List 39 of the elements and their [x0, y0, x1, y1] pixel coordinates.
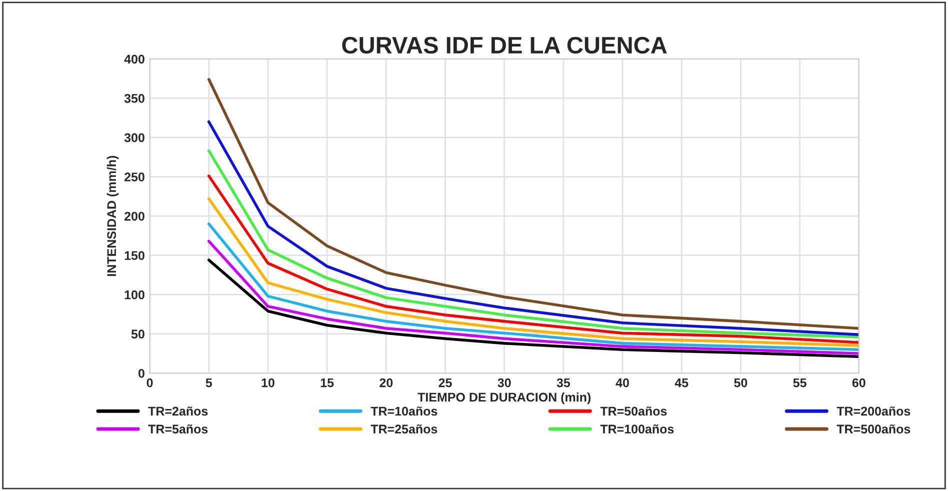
line-series — [207, 174, 859, 344]
y-tick-label: 100 — [124, 290, 144, 300]
legend-label: TR=10años — [370, 406, 438, 416]
y-tick-label: 350 — [124, 94, 144, 103]
x-tick-label: 55 — [793, 378, 806, 388]
legend-label: TR=50años — [600, 406, 667, 416]
y-tick-label: 0 — [138, 368, 144, 378]
x-tick-label: 50 — [734, 378, 748, 388]
y-tick-label: 150 — [124, 251, 144, 260]
y-tick-label: 200 — [124, 212, 144, 221]
x-tick-label: 35 — [556, 378, 570, 388]
x-axis-title: TIEMPO DE DURACION (min) — [418, 392, 591, 404]
line-series — [207, 258, 859, 358]
line-series — [207, 78, 859, 330]
x-tick-label: 20 — [380, 378, 393, 388]
x-tick-label: 45 — [674, 378, 688, 388]
x-tick-label: 60 — [852, 378, 866, 388]
y-axis-title: INTENSIDAD (mm/h) — [106, 156, 119, 276]
legend-label: TR=100años — [600, 424, 674, 434]
legend-label: TR=2años — [148, 406, 208, 416]
legend-label: TR=5años — [148, 424, 208, 434]
line-series — [207, 197, 859, 348]
legend-label: TR=200años — [836, 406, 910, 416]
x-tick-label: 0 — [146, 378, 153, 388]
y-tick-label: 250 — [124, 172, 144, 182]
y-tick-label: 400 — [124, 54, 144, 64]
x-tick-label: 10 — [262, 378, 274, 388]
y-tick-label: 300 — [124, 133, 144, 142]
x-tick-label: 5 — [206, 378, 212, 388]
legend-label: TR=500años — [836, 424, 910, 434]
x-tick-label: 30 — [498, 378, 511, 388]
chart-title: CURVAS IDF DE LA CUENCA — [342, 36, 667, 54]
line-series — [207, 240, 859, 355]
line-series — [207, 222, 859, 351]
x-tick-label: 40 — [616, 378, 629, 388]
y-tick-label: 50 — [131, 330, 144, 339]
legend-label: TR=25años — [370, 424, 438, 434]
x-tick-label: 15 — [320, 378, 334, 388]
x-tick-label: 25 — [438, 378, 452, 388]
